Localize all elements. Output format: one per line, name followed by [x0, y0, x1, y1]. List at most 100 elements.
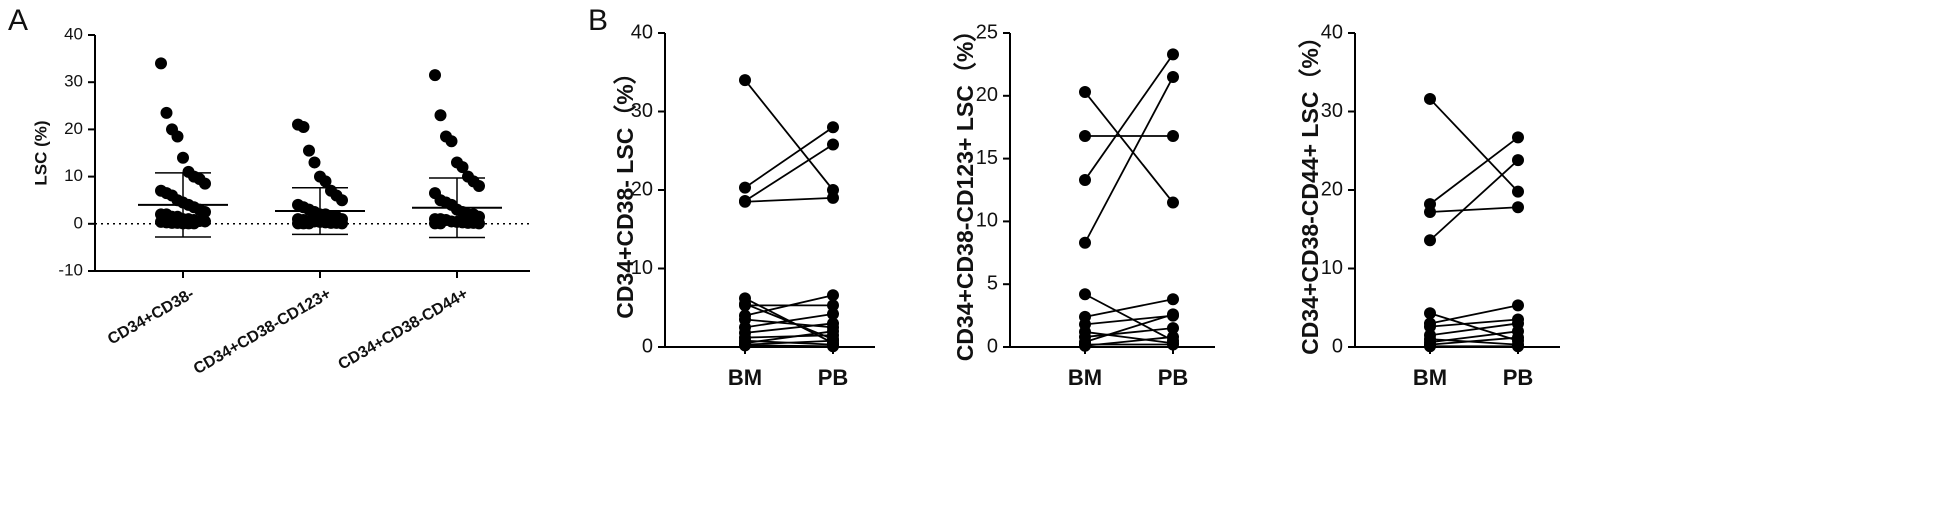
- data-point: [1512, 154, 1524, 167]
- pair-line: [744, 196, 834, 203]
- data-point: [171, 130, 184, 143]
- data-point: [1512, 340, 1524, 353]
- panel-label: B: [588, 4, 608, 37]
- data-point: [429, 69, 441, 82]
- data-point: [1512, 299, 1524, 312]
- x-tick-label: BM: [728, 365, 762, 390]
- x-tick-label: PB: [818, 365, 849, 390]
- pair-line: [1429, 206, 1519, 213]
- pair-line: [744, 344, 834, 348]
- panel-label: A: [8, 4, 28, 37]
- data-point: [177, 151, 189, 164]
- y-tick-label: 15: [976, 147, 998, 169]
- data-point: [199, 206, 211, 218]
- y-axis-title: CD34+CD38-CD44+ LSC（%）: [1297, 25, 1323, 355]
- data-point: [1167, 70, 1179, 83]
- data-point: [1424, 205, 1436, 218]
- y-tick-label: 20: [976, 84, 998, 106]
- data-point: [1167, 129, 1179, 142]
- data-point: [1424, 92, 1436, 105]
- pair-line: [744, 313, 834, 329]
- data-point: [1079, 339, 1091, 352]
- pair-line: [1429, 136, 1519, 205]
- pair-line: [744, 322, 834, 334]
- y-tick-label: 10: [1321, 257, 1343, 279]
- x-tick-label: BM: [1068, 365, 1102, 390]
- x-tick-label: CD34+CD38-: [105, 285, 197, 348]
- data-point: [739, 297, 751, 310]
- y-tick-label: 30: [1321, 100, 1343, 122]
- x-tick-label: BM: [1413, 365, 1447, 390]
- y-tick-label: 20: [64, 119, 83, 138]
- data-point: [445, 135, 458, 148]
- data-point: [188, 217, 200, 230]
- pair-line: [1084, 331, 1174, 345]
- data-point: [1424, 307, 1436, 320]
- pair-line: [744, 330, 834, 344]
- data-point: [1079, 129, 1091, 142]
- data-point: [827, 299, 839, 312]
- data-point: [827, 121, 839, 134]
- y-axis-title: CD34+CD38- LSC（%）: [612, 61, 638, 319]
- pair-line: [744, 79, 834, 191]
- x-tick-label: CD34+CD38-CD123+: [191, 285, 334, 378]
- data-point: [297, 121, 310, 134]
- data-point: [199, 215, 211, 228]
- data-point: [473, 180, 485, 193]
- y-tick-label: 20: [631, 178, 653, 200]
- pair-line: [1084, 53, 1174, 181]
- data-point: [1424, 320, 1436, 333]
- data-point: [1512, 201, 1524, 214]
- data-point: [473, 217, 485, 230]
- y-tick-label: -10: [58, 260, 83, 279]
- y-tick-label: 20: [1321, 178, 1343, 200]
- data-point: [336, 194, 348, 207]
- pair-line: [1084, 327, 1174, 338]
- data-point: [308, 156, 321, 169]
- data-point: [827, 191, 839, 204]
- data-point: [1079, 288, 1091, 301]
- pair-line: [1429, 98, 1519, 193]
- pair-line: [744, 318, 834, 329]
- data-point: [160, 106, 173, 119]
- pair-line: [1429, 318, 1519, 328]
- data-point: [739, 195, 751, 208]
- pair-line: [1429, 336, 1519, 346]
- data-point: [739, 181, 751, 194]
- pair-line: [744, 294, 834, 317]
- y-tick-label: 0: [987, 335, 998, 357]
- y-tick-label: 40: [64, 24, 83, 43]
- y-tick-label: 40: [1321, 21, 1343, 43]
- y-tick-label: 0: [642, 335, 653, 357]
- data-point: [1167, 48, 1179, 61]
- data-point: [1167, 330, 1179, 343]
- pair-line: [744, 339, 834, 346]
- pair-line: [1429, 312, 1519, 342]
- y-tick-label: 40: [631, 21, 653, 43]
- data-point: [827, 289, 839, 302]
- y-tick-label: 30: [64, 72, 83, 91]
- pair-line: [744, 126, 834, 189]
- data-point: [739, 74, 751, 87]
- data-point: [303, 217, 315, 230]
- data-point: [1079, 86, 1091, 99]
- data-point: [827, 340, 839, 353]
- y-tick-label: 0: [1332, 335, 1343, 357]
- data-point: [1167, 308, 1179, 321]
- data-point: [827, 138, 839, 151]
- data-point: [1167, 322, 1179, 335]
- pair-line: [1084, 91, 1174, 204]
- data-point: [1079, 173, 1091, 186]
- y-tick-label: 5: [987, 272, 998, 294]
- y-tick-label: 10: [976, 210, 998, 232]
- data-point: [1424, 234, 1436, 247]
- pair-line: [1084, 336, 1174, 347]
- data-point: [1079, 236, 1091, 249]
- y-axis-title: CD34+CD38-CD123+ LSC（%）: [952, 19, 978, 362]
- data-point: [1167, 293, 1179, 306]
- x-tick-label: CD34+CD38-CD44+: [336, 285, 472, 373]
- data-point: [739, 339, 751, 352]
- pair-line: [744, 143, 834, 202]
- data-point: [827, 308, 839, 321]
